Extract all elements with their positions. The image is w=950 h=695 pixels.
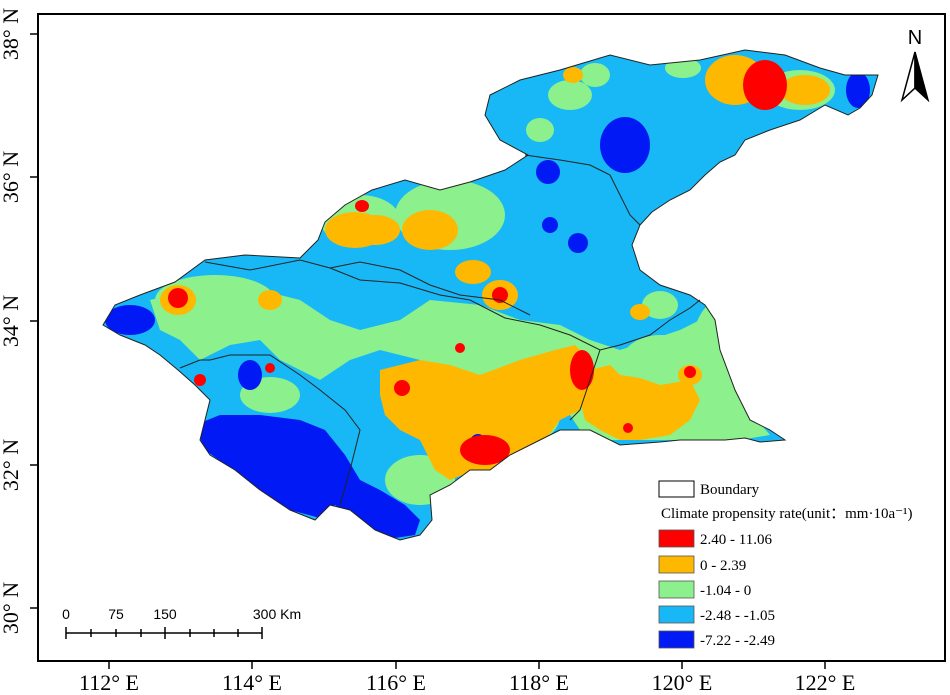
axis-ticks xyxy=(30,33,826,669)
legend-label-green: -1.04 - 0 xyxy=(700,583,751,599)
map-frame xyxy=(37,13,946,662)
x-tick-label-112e: 112° E xyxy=(79,670,139,695)
y-tick-label-38n: 38° N xyxy=(0,8,23,60)
legend-swatch-dark-blue xyxy=(658,630,695,649)
scale-label-0: 0 xyxy=(62,606,70,622)
legend-boundary-label: Boundary xyxy=(700,482,760,498)
scale-label-75: 75 xyxy=(108,606,124,622)
legend-swatch-orange xyxy=(658,555,695,574)
x-tick-label-114e: 114° E xyxy=(222,670,282,695)
legend-swatch-light-blue xyxy=(658,605,695,624)
legend-label-light-blue: -2.48 - -1.05 xyxy=(700,608,775,624)
y-tick-label-34n: 34° N xyxy=(0,295,23,347)
y-tick-label-30n: 30° N xyxy=(0,582,23,634)
legend-swatch-green xyxy=(658,580,695,599)
x-tick-label-116e: 116° E xyxy=(366,670,426,695)
legend-label-red: 2.40 - 11.06 xyxy=(700,532,772,548)
legend-swatch-red xyxy=(658,529,695,548)
scale-label-300: 300 Km xyxy=(253,606,301,622)
north-arrow: N xyxy=(900,27,930,103)
region-outline xyxy=(102,49,879,541)
x-tick-label-122e: 122° E xyxy=(795,670,856,695)
legend-title: Climate propensity rate(unit：mm·10a⁻¹) xyxy=(661,506,913,522)
internal-boundaries xyxy=(179,154,701,506)
legend-label-dark-blue: -7.22 - -2.49 xyxy=(700,633,775,649)
climate-raster xyxy=(103,50,878,540)
legend-label-orange: 0 - 2.39 xyxy=(700,558,746,574)
scale-label-150: 150 xyxy=(153,606,177,622)
y-tick-label-36n: 36° N xyxy=(0,151,23,203)
y-tick-label-32n: 32° N xyxy=(0,439,23,491)
legend: Boundary Climate propensity rate(unit：mm… xyxy=(658,480,913,649)
x-tick-label-120e: 120° E xyxy=(652,670,713,695)
north-arrow-icon xyxy=(900,51,930,103)
scale-bar: 0 75 150 300 Km xyxy=(62,606,301,639)
legend-boundary-swatch xyxy=(658,480,695,498)
north-arrow-label: N xyxy=(908,27,922,49)
x-tick-label-118e: 118° E xyxy=(509,670,569,695)
